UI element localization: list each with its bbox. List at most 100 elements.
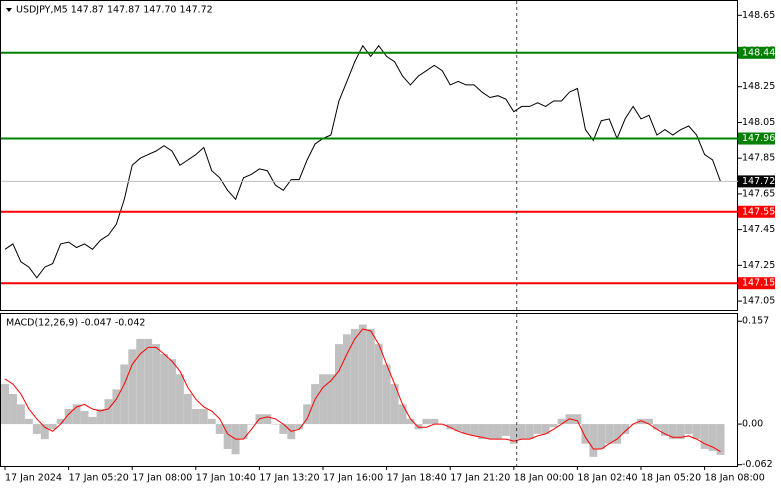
histogram-bar bbox=[311, 384, 320, 425]
macd-title: MACD(12,26,9) -0.047 -0.042 bbox=[6, 318, 145, 329]
level-label: 147.15 bbox=[742, 278, 775, 289]
x-tick-label: 17 Jan 16:00 bbox=[323, 473, 383, 484]
histogram-bar bbox=[700, 424, 709, 449]
histogram-bar bbox=[168, 359, 176, 425]
histogram-bar bbox=[573, 414, 582, 425]
histogram-bar bbox=[112, 389, 121, 425]
histogram-bar bbox=[501, 424, 510, 436]
chart-title: USDJPY,M5 147.87 147.87 147.70 147.72 bbox=[16, 5, 213, 16]
histogram-bar bbox=[605, 424, 614, 444]
y-tick-label: 147.25 bbox=[742, 260, 775, 271]
histogram-bar bbox=[406, 418, 415, 425]
x-tick-label: 18 Jan 02:40 bbox=[577, 473, 637, 484]
histogram-bar bbox=[24, 418, 33, 425]
histogram-bar bbox=[152, 344, 161, 425]
histogram-bar bbox=[517, 424, 526, 440]
histogram-bar bbox=[183, 393, 192, 425]
histogram-bar bbox=[470, 424, 479, 436]
histogram-bar bbox=[454, 424, 463, 432]
y-tick-label: 147.45 bbox=[742, 224, 775, 235]
y-tick-label: 0.157 bbox=[742, 316, 769, 327]
histogram-bar bbox=[199, 409, 208, 425]
histogram-bar bbox=[342, 334, 351, 425]
x-tick-label: 18 Jan 05:20 bbox=[641, 473, 701, 484]
histogram-bar bbox=[319, 374, 327, 425]
histogram-bar bbox=[446, 424, 455, 430]
histogram-bar bbox=[128, 349, 137, 425]
histogram-bar bbox=[104, 399, 113, 425]
histogram-bar bbox=[589, 424, 598, 457]
histogram-bar bbox=[335, 344, 343, 425]
histogram-bar bbox=[1, 384, 10, 425]
level-label: 147.96 bbox=[742, 133, 775, 144]
x-tick-label: 18 Jan 08:00 bbox=[705, 473, 765, 484]
price-panel bbox=[0, 0, 738, 311]
histogram-bar bbox=[17, 404, 25, 425]
x-tick-label: 17 Jan 2024 bbox=[5, 473, 62, 484]
histogram-bar bbox=[327, 374, 335, 425]
histogram-bar bbox=[637, 418, 645, 425]
signal-line bbox=[4, 328, 721, 453]
price-line bbox=[4, 44, 721, 279]
histogram-bar bbox=[660, 424, 669, 436]
histogram-bar bbox=[430, 418, 439, 425]
y-tick-label: 0.00 bbox=[742, 419, 763, 430]
histogram-bar bbox=[48, 424, 57, 430]
histogram-bar bbox=[549, 424, 558, 428]
histogram-bar bbox=[390, 384, 399, 425]
histogram-bar bbox=[9, 393, 17, 425]
y-tick-label: 148.65 bbox=[742, 10, 775, 21]
histogram-bar bbox=[144, 338, 153, 425]
x-tick-label: 17 Jan 10:40 bbox=[196, 473, 256, 484]
histogram-bar bbox=[645, 418, 653, 425]
histogram-bar bbox=[295, 424, 304, 430]
histogram-bar bbox=[509, 424, 518, 444]
histogram-bar bbox=[350, 329, 359, 425]
histogram-bar bbox=[398, 404, 407, 425]
histogram-bar bbox=[716, 424, 725, 455]
histogram-bar bbox=[191, 409, 200, 425]
histogram-bar bbox=[422, 418, 431, 425]
level-label: 147.72 bbox=[742, 176, 775, 187]
histogram-bar bbox=[239, 424, 248, 440]
histogram-bar bbox=[72, 404, 81, 425]
histogram-bar bbox=[382, 364, 391, 425]
histogram-bar bbox=[207, 418, 216, 425]
histogram-bar bbox=[88, 416, 97, 425]
histogram-bar bbox=[32, 424, 41, 434]
y-tick-label: 148.25 bbox=[742, 81, 775, 92]
histogram-bar bbox=[653, 424, 661, 430]
histogram-bar bbox=[358, 324, 367, 425]
histogram-bar bbox=[56, 418, 65, 425]
histogram-bar bbox=[176, 374, 184, 425]
histogram-bar bbox=[136, 338, 145, 425]
histogram-bar bbox=[279, 424, 288, 434]
histogram-bar bbox=[486, 424, 494, 440]
histogram-bar bbox=[263, 414, 272, 425]
histogram-bar bbox=[668, 424, 677, 440]
histogram-bar bbox=[303, 404, 312, 425]
histogram-bar bbox=[462, 424, 471, 434]
histogram-bar bbox=[120, 364, 129, 425]
level-label-bg bbox=[738, 205, 775, 218]
histogram-bar bbox=[366, 329, 375, 425]
histogram-bar bbox=[541, 424, 550, 434]
level-label-bg bbox=[738, 277, 775, 290]
histogram-bar bbox=[223, 424, 232, 449]
histogram-bar bbox=[80, 410, 89, 425]
menu-arrow bbox=[6, 8, 12, 12]
level-label-bg bbox=[738, 175, 775, 188]
level-label: 147.55 bbox=[742, 206, 775, 217]
y-tick-label: -0.062 bbox=[742, 459, 773, 470]
histogram-bar bbox=[374, 344, 383, 425]
macd-panel bbox=[0, 313, 738, 467]
histogram-bar bbox=[557, 418, 566, 425]
histogram-bar bbox=[96, 409, 105, 425]
histogram-bar bbox=[621, 424, 630, 434]
histogram-bar bbox=[64, 409, 73, 425]
y-tick-label: 147.65 bbox=[742, 188, 775, 199]
x-tick-label: 17 Jan 18:40 bbox=[387, 473, 447, 484]
x-tick-label: 17 Jan 21:20 bbox=[450, 473, 510, 484]
histogram-bar bbox=[613, 424, 622, 444]
